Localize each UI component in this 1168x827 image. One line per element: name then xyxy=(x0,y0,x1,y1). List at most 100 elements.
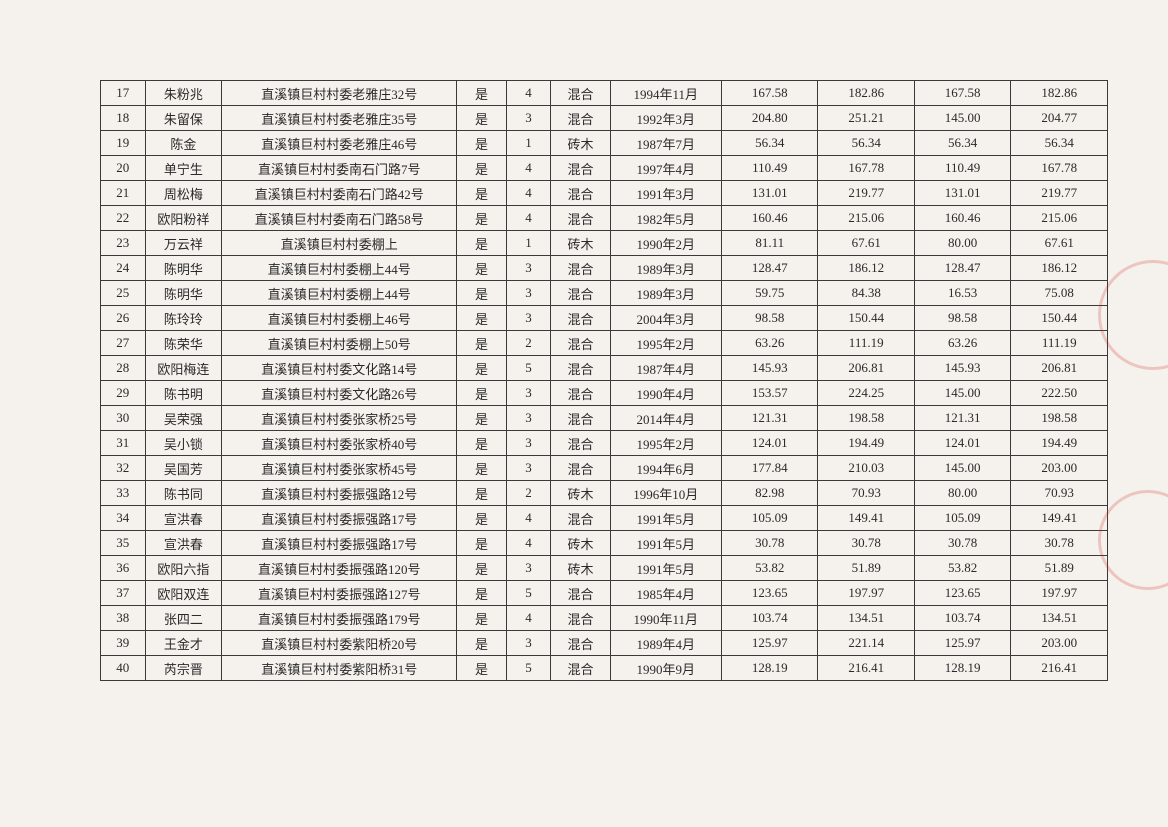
table-cell: 30.78 xyxy=(1011,531,1108,556)
table-cell: 直溪镇巨村村委棚上50号 xyxy=(222,331,457,356)
table-cell: 128.19 xyxy=(721,656,817,681)
table-cell: 1991年5月 xyxy=(610,506,721,531)
table-cell: 67.61 xyxy=(1011,231,1108,256)
table-cell: 混合 xyxy=(551,106,610,131)
table-cell: 167.58 xyxy=(721,81,817,106)
table-cell: 直溪镇巨村村委棚上44号 xyxy=(222,281,457,306)
table-cell: 是 xyxy=(457,631,506,656)
table-cell: 是 xyxy=(457,506,506,531)
table-cell: 是 xyxy=(457,231,506,256)
table-cell: 混合 xyxy=(551,156,610,181)
table-cell: 混合 xyxy=(551,281,610,306)
table-row: 34宣洪春直溪镇巨村村委振强路17号是4混合1991年5月105.09149.4… xyxy=(101,506,1108,531)
table-cell: 251.21 xyxy=(818,106,914,131)
table-cell: 167.78 xyxy=(818,156,914,181)
table-cell: 149.41 xyxy=(1011,506,1108,531)
table-cell: 混合 xyxy=(551,506,610,531)
table-cell: 欧阳六指 xyxy=(145,556,222,581)
red-stamp-icon xyxy=(1098,260,1168,370)
table-cell: 是 xyxy=(457,381,506,406)
table-cell: 3 xyxy=(506,381,551,406)
table-cell: 19 xyxy=(101,131,146,156)
table-cell: 16.53 xyxy=(914,281,1010,306)
table-cell: 混合 xyxy=(551,656,610,681)
table-cell: 167.78 xyxy=(1011,156,1108,181)
table-cell: 砖木 xyxy=(551,481,610,506)
table-cell: 混合 xyxy=(551,631,610,656)
table-cell: 3 xyxy=(506,456,551,481)
table-cell: 30.78 xyxy=(721,531,817,556)
table-row: 28欧阳梅连直溪镇巨村村委文化路14号是5混合1987年4月145.93206.… xyxy=(101,356,1108,381)
table-cell: 98.58 xyxy=(914,306,1010,331)
table-cell: 陈金 xyxy=(145,131,222,156)
table-cell: 是 xyxy=(457,656,506,681)
table-cell: 3 xyxy=(506,256,551,281)
table-cell: 182.86 xyxy=(1011,81,1108,106)
table-cell: 直溪镇巨村村委南石门路42号 xyxy=(222,181,457,206)
table-cell: 203.00 xyxy=(1011,456,1108,481)
table-cell: 直溪镇巨村村委棚上 xyxy=(222,231,457,256)
table-cell: 是 xyxy=(457,306,506,331)
table-cell: 陈明华 xyxy=(145,281,222,306)
table-cell: 197.97 xyxy=(818,581,914,606)
table-cell: 直溪镇巨村村委振强路17号 xyxy=(222,531,457,556)
table-cell: 砖木 xyxy=(551,131,610,156)
table-cell: 20 xyxy=(101,156,146,181)
table-cell: 131.01 xyxy=(721,181,817,206)
table-cell: 1997年4月 xyxy=(610,156,721,181)
table-cell: 145.00 xyxy=(914,381,1010,406)
table-cell: 206.81 xyxy=(818,356,914,381)
table-row: 22欧阳粉祥直溪镇巨村村委南石门路58号是4混合1982年5月160.46215… xyxy=(101,206,1108,231)
table-cell: 4 xyxy=(506,81,551,106)
table-cell: 2 xyxy=(506,331,551,356)
table-cell: 111.19 xyxy=(1011,331,1108,356)
table-cell: 128.47 xyxy=(721,256,817,281)
table-cell: 63.26 xyxy=(914,331,1010,356)
table-cell: 153.57 xyxy=(721,381,817,406)
table-cell: 混合 xyxy=(551,331,610,356)
table-row: 23万云祥直溪镇巨村村委棚上是1砖木1990年2月81.1167.6180.00… xyxy=(101,231,1108,256)
table-cell: 1996年10月 xyxy=(610,481,721,506)
table-cell: 2 xyxy=(506,481,551,506)
table-cell: 1985年4月 xyxy=(610,581,721,606)
table-cell: 直溪镇巨村村委老雅庄46号 xyxy=(222,131,457,156)
table-cell: 4 xyxy=(506,531,551,556)
table-cell: 194.49 xyxy=(818,431,914,456)
table-cell: 1992年3月 xyxy=(610,106,721,131)
table-cell: 2014年4月 xyxy=(610,406,721,431)
table-cell: 29 xyxy=(101,381,146,406)
table-cell: 30.78 xyxy=(818,531,914,556)
table-cell: 56.34 xyxy=(914,131,1010,156)
table-row: 38张四二直溪镇巨村村委振强路179号是4混合1990年11月103.74134… xyxy=(101,606,1108,631)
table-cell: 欧阳粉祥 xyxy=(145,206,222,231)
table-cell: 直溪镇巨村村委棚上44号 xyxy=(222,256,457,281)
table-cell: 103.74 xyxy=(721,606,817,631)
table-cell: 70.93 xyxy=(818,481,914,506)
table-cell: 25 xyxy=(101,281,146,306)
table-cell: 是 xyxy=(457,481,506,506)
table-cell: 38 xyxy=(101,606,146,631)
table-cell: 124.01 xyxy=(721,431,817,456)
table-row: 31吴小锁直溪镇巨村村委张家桥40号是3混合1995年2月124.01194.4… xyxy=(101,431,1108,456)
table-cell: 111.19 xyxy=(818,331,914,356)
table-cell: 是 xyxy=(457,356,506,381)
table-cell: 直溪镇巨村村委棚上46号 xyxy=(222,306,457,331)
table-cell: 75.08 xyxy=(1011,281,1108,306)
table-cell: 是 xyxy=(457,156,506,181)
table-cell: 150.44 xyxy=(1011,306,1108,331)
table-cell: 1994年11月 xyxy=(610,81,721,106)
table-cell: 215.06 xyxy=(1011,206,1108,231)
table-cell: 219.77 xyxy=(818,181,914,206)
table-cell: 直溪镇巨村村委张家桥45号 xyxy=(222,456,457,481)
table-cell: 是 xyxy=(457,431,506,456)
table-cell: 陈玲玲 xyxy=(145,306,222,331)
table-cell: 30 xyxy=(101,406,146,431)
table-cell: 陈书明 xyxy=(145,381,222,406)
table-row: 20单宁生直溪镇巨村村委南石门路7号是4混合1997年4月110.49167.7… xyxy=(101,156,1108,181)
table-cell: 18 xyxy=(101,106,146,131)
table-cell: 198.58 xyxy=(1011,406,1108,431)
table-cell: 混合 xyxy=(551,606,610,631)
table-cell: 1990年9月 xyxy=(610,656,721,681)
table-cell: 欧阳双连 xyxy=(145,581,222,606)
table-row: 32吴国芳直溪镇巨村村委张家桥45号是3混合1994年6月177.84210.0… xyxy=(101,456,1108,481)
